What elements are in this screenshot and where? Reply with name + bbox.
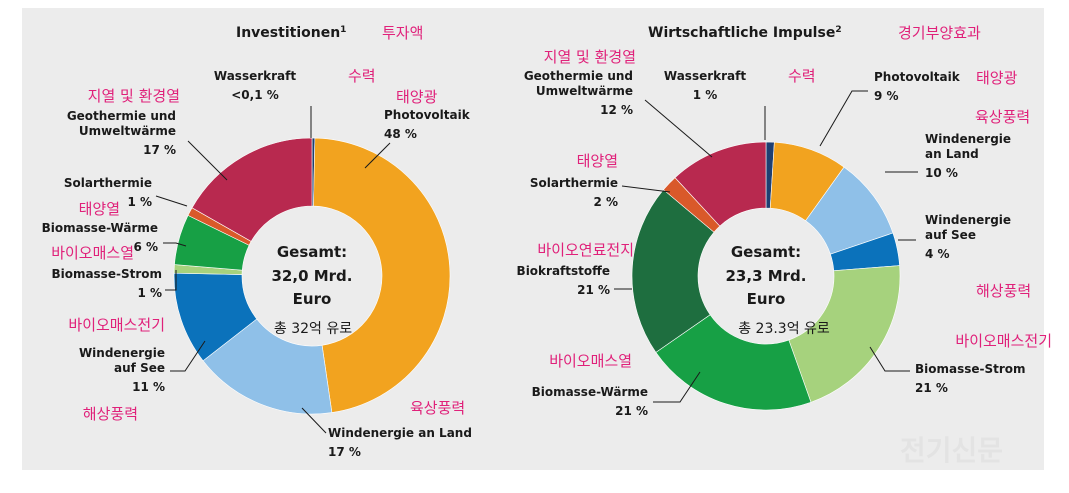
chart1-label-3-pct: 11 % [132, 380, 165, 394]
chart1-label-5-pct: 6 % [133, 240, 158, 254]
chart1-label-7-name-line0: Geothermie und [67, 109, 176, 123]
chart1-title: Investitionen1 [236, 25, 346, 41]
chart2-label-1-name: Photovoltaik [874, 70, 961, 84]
chart1-label-1-leader-line [364, 142, 391, 169]
chart1-label-4-leader-line [165, 270, 177, 291]
chart1-slice-photovoltaik [313, 137, 451, 413]
chart1-label-0-pct: <0,1 % [231, 88, 279, 102]
chart1-label-5-kr: 바이오매스열 [51, 244, 134, 262]
chart2-label-1-pct: 9 % [874, 89, 899, 103]
chart1-label-7-name-line1: Umweltwärme [79, 124, 176, 138]
chart2-center-line3: Euro [747, 290, 786, 308]
chart1-label-6-name: Solarthermie [64, 176, 152, 190]
chart1-label-4-pct: 1 % [137, 286, 162, 300]
chart2-label-6-kr: 바이오연료전지 [537, 241, 634, 259]
chart1-label-6-pct: 1 % [127, 195, 152, 209]
chart2-slice-geothermie-und-umweltw-rme [674, 141, 767, 227]
watermark: 전기신문 [900, 434, 1003, 467]
chart1-label-6-kr: 태양열 [79, 200, 120, 218]
chart2-label-4-kr: 바이오매스전기 [955, 332, 1052, 350]
chart1-label-0-kr: 수력 [348, 67, 376, 85]
chart2-label-8-pct: 12 % [600, 103, 633, 117]
chart1-label-3-name-line0: Windenergie [79, 346, 165, 360]
chart2-label-3-kr: 해상풍력 [976, 282, 1031, 300]
chart1-label-5-leader-line [163, 242, 187, 247]
chart2-label-8-kr: 지열 및 환경열 [544, 48, 636, 66]
chart2-label-8-name-line1: Umweltwärme [536, 84, 633, 98]
donut-slices [173, 137, 901, 415]
chart2-label-7-pct: 2 % [593, 195, 618, 209]
chart1-label-7-leader-line [187, 140, 228, 181]
chart2-label-0-name: Wasserkraft [664, 69, 746, 83]
chart2-label-2-name-line1: an Land [925, 147, 979, 161]
chart1-label-5-name: Biomasse-Wärme [42, 221, 158, 235]
chart1-label-4-kr: 바이오매스전기 [68, 316, 165, 334]
chart2-center-line2: 23,3 Mrd. [726, 267, 807, 285]
chart2-label-6-pct: 21 % [577, 283, 610, 297]
leader-lines [155, 90, 918, 434]
chart1-center-line2: 32,0 Mrd. [272, 267, 353, 285]
chart2-title-kr: 경기부양효과 [898, 24, 981, 42]
chart2-label-3-name-line0: Windenergie [925, 213, 1011, 227]
chart2-center-kr: 총 23.3억 유로 [738, 321, 830, 337]
chart1-label-3-leader-line [170, 340, 206, 372]
chart2-label-1-leader-line [819, 90, 868, 147]
chart1-label-7-kr: 지열 및 환경열 [88, 87, 180, 105]
chart2-slice-biokraftstoffe [631, 189, 715, 353]
slice-labels: Wasserkraft <0,1 % 수력 Photovoltaik 48 % 태양광 Wi… [42, 48, 1052, 459]
chart2-label-8-leader-line [644, 99, 713, 158]
chart2-label-2-name-line0: Windenergie [925, 132, 1011, 146]
chart1-label-2-pct: 17 % [328, 445, 361, 459]
chart2-slice-biomasse-w-rme [655, 314, 812, 411]
chart1-label-1-name: Photovoltaik [384, 108, 471, 122]
chart2-label-5-kr: 바이오매스열 [549, 352, 632, 370]
chart2-center-line1: Gesamt: [731, 243, 801, 261]
chart2-label-5-leader-line [653, 371, 701, 403]
chart2-label-2-kr: 육상풍력 [975, 108, 1030, 126]
chart1-label-2-leader-line [301, 407, 327, 434]
chart2-label-7-kr: 태양열 [577, 152, 618, 170]
chart1-label-4-name: Biomasse-Strom [51, 267, 162, 281]
chart1-center-kr: 총 32억 유로 [274, 321, 352, 337]
chart1-label-3-name-line1: auf See [114, 361, 165, 375]
chart2-label-6-name: Biokraftstoffe [517, 264, 610, 278]
chart2-label-4-pct: 21 % [915, 381, 948, 395]
chart1-label-1-pct: 48 % [384, 127, 417, 141]
chart1-label-0-name: Wasserkraft [214, 69, 296, 83]
chart2-label-3-pct: 4 % [925, 247, 950, 261]
chart1-center-line1: Gesamt: [277, 243, 347, 261]
chart2-label-4-name: Biomasse-Strom [915, 362, 1026, 376]
chart1-center-line3: Euro [293, 290, 332, 308]
chart1-label-2-name: Windenergie an Land [328, 426, 472, 440]
chart2-label-7-leader-line [621, 185, 671, 193]
chart2-label-1-kr: 태양광 [976, 69, 1018, 87]
chart2-label-5-pct: 21 % [615, 404, 648, 418]
chart2-label-8-name-line0: Geothermie und [524, 69, 633, 83]
chart2-label-0-kr: 수력 [788, 67, 816, 85]
chart1-title-kr: 투자액 [382, 24, 423, 42]
chart2-label-2-pct: 10 % [925, 166, 958, 180]
chart2-title: Wirtschaftliche Impulse2 [648, 25, 842, 41]
chart1-label-2-kr: 육상풍력 [410, 399, 465, 417]
chart2-label-7-name: Solarthermie [530, 176, 618, 190]
chart1-label-3-kr: 해상풍력 [83, 405, 138, 423]
chart1-slice-geothermie-und-umweltw-rme [191, 137, 313, 242]
chart2-label-4-leader-line [869, 346, 910, 372]
chart2-label-5-name: Biomasse-Wärme [532, 385, 648, 399]
chart2-label-0-pct: 1 % [693, 88, 718, 102]
chart1-label-6-leader-line [155, 195, 188, 207]
chart2-slice-biomasse-strom [788, 265, 901, 403]
chart2-label-3-name-line1: auf See [925, 228, 976, 242]
chart1-label-7-pct: 17 % [143, 143, 176, 157]
chart1-label-1-kr: 태양광 [396, 88, 438, 106]
